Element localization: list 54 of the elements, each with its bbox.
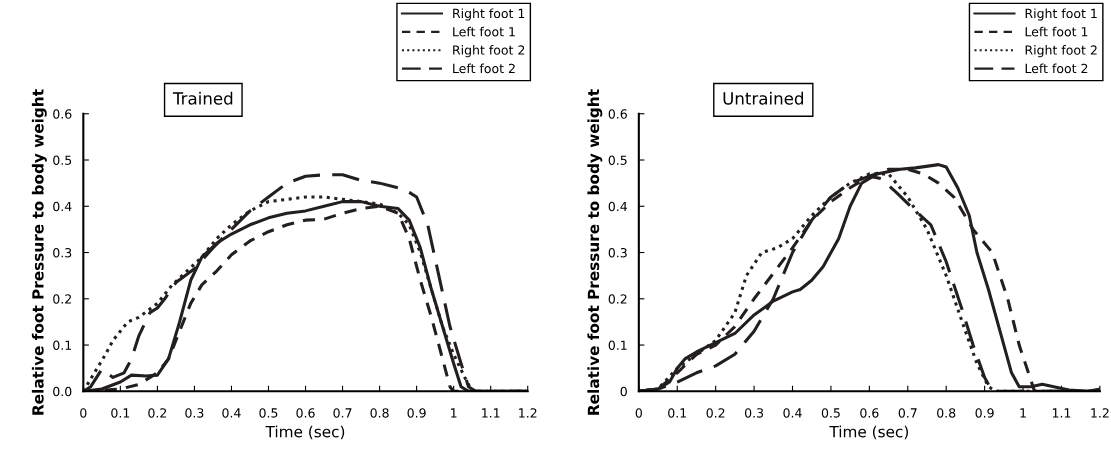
x-axis-title: Time (sec) [265, 425, 345, 440]
x-tick-label: 1 [451, 408, 457, 418]
x-tick-label: 1 [1020, 408, 1026, 418]
x-tick-label: 0 [80, 408, 87, 418]
x-tick-label: 0.9 [975, 408, 994, 418]
x-tick-label: 0.8 [937, 408, 956, 418]
x-tick-label: 0.1 [111, 408, 130, 418]
y-tick-label: 0.1 [53, 340, 72, 350]
x-tick-label: 0.7 [333, 408, 352, 418]
x-tick-label: 0.3 [744, 408, 764, 418]
legend-label: Left foot 2 [1025, 63, 1088, 74]
x-tick-label: 0.5 [259, 408, 278, 418]
x-tick-label: 0.8 [370, 408, 389, 418]
y-tick-label: 0.0 [53, 386, 72, 397]
y-tick-label: 0.4 [608, 201, 628, 212]
x-tick-label: 0.2 [148, 408, 167, 418]
legend-label: Left foot 2 [453, 63, 515, 74]
x-axis-title: Time (sec) [829, 425, 908, 440]
y-tick-label: 0 [620, 386, 627, 397]
legend-label: Left foot 1 [1025, 26, 1088, 37]
y-tick-label: 0.5 [53, 155, 72, 165]
x-tick-label: 0.3 [185, 408, 204, 418]
y-tick-label: 0.4 [53, 201, 72, 212]
x-tick-label: 1.2 [1091, 408, 1109, 418]
y-axis-title: Relative foot Pressure to body weight [587, 89, 603, 415]
chart-title: Untrained [723, 91, 803, 105]
x-tick-label: 1.1 [1052, 408, 1071, 418]
x-tick-label: 0 [635, 408, 642, 418]
x-tick-label: 0.9 [407, 408, 426, 418]
legend-label: Left foot 1 [453, 26, 515, 37]
legend-label: Right foot 1 [1025, 8, 1097, 21]
x-tick-label: 0.6 [860, 408, 879, 418]
y-tick-label: 0.5 [608, 155, 627, 165]
x-tick-label: 0.7 [898, 408, 917, 418]
x-tick-label: 0.4 [783, 408, 802, 418]
y-tick-label: 0.6 [53, 109, 72, 119]
y-tick-label: 0.6 [608, 109, 627, 119]
y-tick-label: 0.3 [53, 248, 72, 258]
y-axis-title: Relative foot Pressure to body weight [31, 89, 47, 415]
x-tick-label: 1.2 [519, 408, 537, 418]
legend-label: Right foot 2 [453, 45, 525, 58]
y-tick-label: 0.2 [53, 294, 71, 304]
x-tick-label: 1.1 [482, 408, 500, 418]
x-tick-label: 0.1 [668, 408, 687, 418]
chart-title: Trained [172, 91, 233, 105]
legend-label: Right foot 1 [453, 8, 525, 21]
legend-label: Right foot 2 [1025, 45, 1097, 58]
y-tick-label: 0.1 [608, 340, 627, 350]
x-tick-label: 0.5 [821, 408, 840, 418]
y-tick-label: 0.3 [608, 248, 627, 258]
x-tick-label: 0.4 [222, 408, 241, 418]
x-tick-label: 0.2 [706, 408, 725, 418]
y-tick-label: 0.2 [608, 294, 627, 304]
x-tick-label: 0.6 [296, 408, 315, 418]
